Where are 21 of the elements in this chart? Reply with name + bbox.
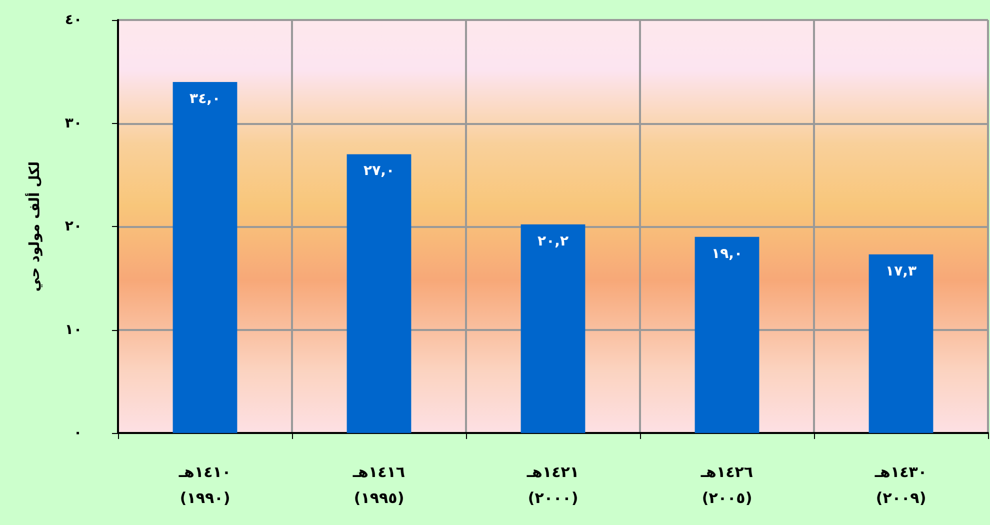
bar bbox=[520, 224, 586, 433]
bar bbox=[694, 236, 760, 433]
y-tick-label: ٤٠ bbox=[64, 12, 82, 28]
data-label: ٢٧,٠ bbox=[364, 163, 394, 180]
x-tick-label: ١٤٣٠هـ (٢٠٠٩) bbox=[874, 463, 928, 507]
x-tick-label: ١٤١٠هـ (١٩٩٠) bbox=[178, 463, 232, 507]
data-label: ٣٤,٠ bbox=[190, 90, 220, 107]
data-label: ٢٠,٢ bbox=[538, 233, 569, 250]
y-tick-label: ١٠ bbox=[64, 322, 82, 338]
x-tick-label: ١٤٢١هـ (٢٠٠٠) bbox=[526, 463, 580, 507]
y-tick-label: ٠ bbox=[73, 425, 82, 441]
bar bbox=[868, 254, 934, 433]
bar bbox=[172, 82, 238, 433]
x-tick-label: ١٤١٦هـ (١٩٩٥) bbox=[352, 463, 406, 507]
y-tick-label: ٢٠ bbox=[64, 218, 82, 234]
data-label: ١٧,٣ bbox=[886, 263, 917, 280]
x-tick-label: ١٤٢٦هـ (٢٠٠٥) bbox=[700, 463, 754, 507]
y-axis-title: لكل ألف مولود حي bbox=[25, 161, 43, 292]
data-label: ١٩,٠ bbox=[712, 246, 742, 262]
bar bbox=[346, 154, 412, 433]
y-tick-label: ٣٠ bbox=[64, 115, 82, 132]
